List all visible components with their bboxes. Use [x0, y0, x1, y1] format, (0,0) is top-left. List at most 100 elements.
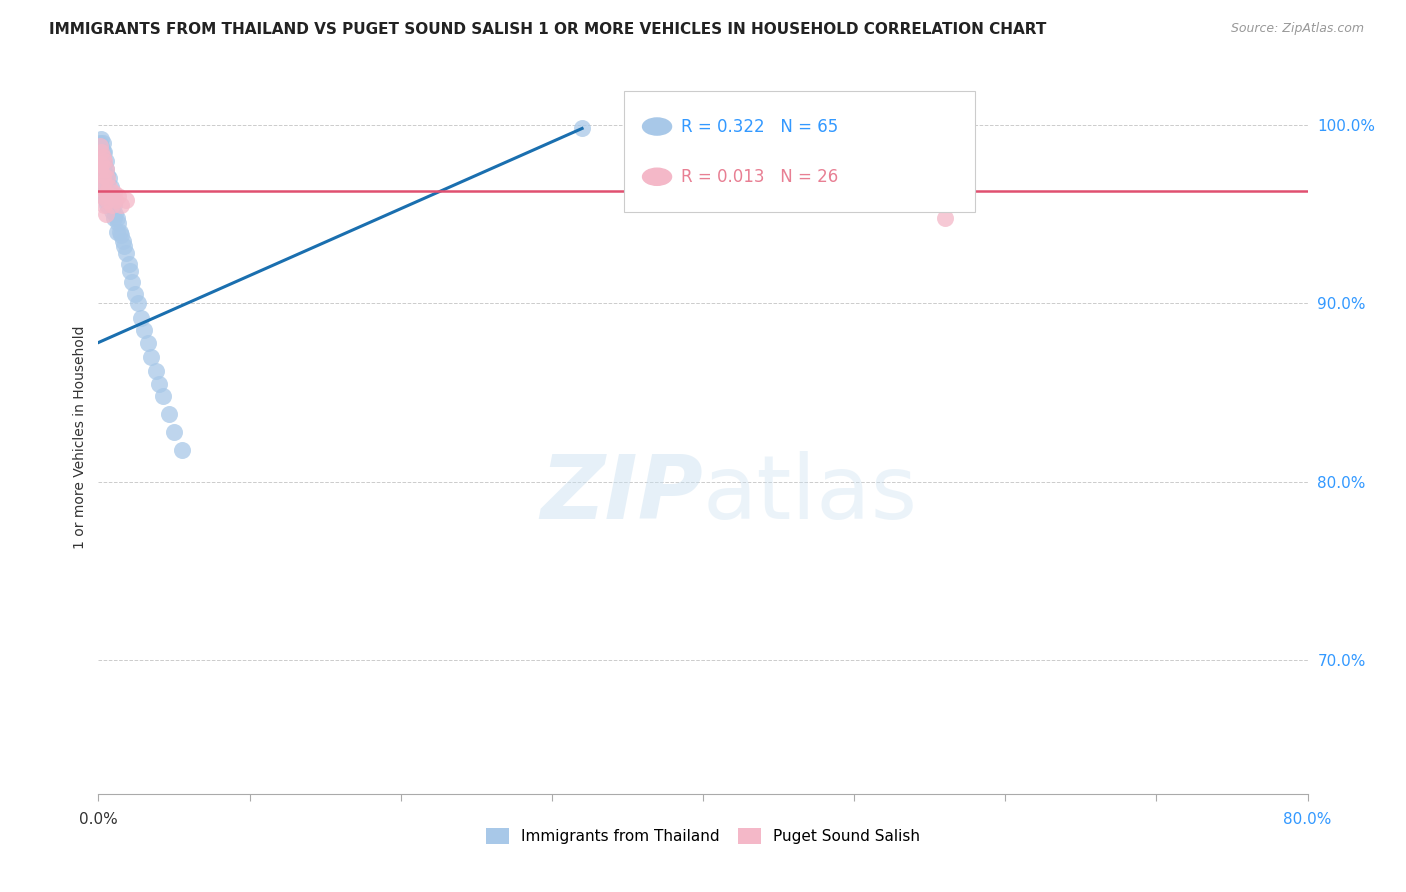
Point [105, 225, 128, 239]
Legend: Immigrants from Thailand, Puget Sound Salish: Immigrants from Thailand, Puget Sound Sa… [479, 822, 927, 850]
Point [90, 132, 112, 146]
Text: 80.0%: 80.0% [1284, 813, 1331, 828]
Point [94, 171, 117, 186]
Point [93, 175, 115, 189]
Text: R = 0.013   N = 26: R = 0.013 N = 26 [682, 168, 838, 186]
Point [121, 275, 143, 289]
Point [114, 193, 136, 207]
Point [100, 180, 122, 194]
Point [101, 198, 124, 212]
Point [103, 198, 125, 212]
Point [90, 168, 112, 182]
Point [96, 198, 118, 212]
Point [94, 207, 117, 221]
Point [107, 216, 129, 230]
Point [94, 193, 117, 207]
Point [91, 150, 114, 164]
Point [90, 145, 112, 159]
Point [934, 211, 956, 225]
Point [101, 189, 124, 203]
Text: R = 0.322   N = 65: R = 0.322 N = 65 [682, 118, 838, 136]
Point [96, 186, 118, 200]
Point [89, 157, 111, 171]
Point [93, 157, 115, 171]
Point [107, 189, 129, 203]
Circle shape [643, 118, 672, 135]
Point [98, 186, 121, 200]
Point [90, 162, 112, 177]
Point [93, 175, 115, 189]
Point [152, 389, 174, 403]
Text: Source: ZipAtlas.com: Source: ZipAtlas.com [1230, 22, 1364, 36]
FancyBboxPatch shape [624, 91, 976, 212]
Point [110, 198, 132, 212]
Point [108, 225, 131, 239]
Point [91, 168, 114, 182]
Point [90, 180, 112, 194]
Point [96, 193, 118, 207]
Point [127, 296, 149, 310]
Point [93, 186, 115, 200]
Point [571, 121, 593, 136]
Circle shape [643, 169, 672, 186]
Point [98, 180, 121, 194]
Point [89, 145, 111, 159]
Point [112, 239, 135, 253]
Point [89, 148, 111, 162]
Text: atlas: atlas [703, 450, 918, 538]
Point [100, 193, 122, 207]
Point [132, 323, 155, 337]
Point [103, 211, 125, 225]
Point [93, 153, 115, 168]
Point [94, 186, 117, 200]
Point [170, 442, 193, 457]
Point [104, 207, 127, 221]
Point [105, 211, 128, 225]
Point [104, 193, 127, 207]
Point [145, 364, 167, 378]
Point [136, 335, 159, 350]
Point [110, 228, 132, 243]
Point [96, 171, 118, 186]
Point [101, 203, 124, 218]
Point [94, 162, 117, 177]
Point [91, 145, 114, 159]
Point [163, 425, 186, 439]
Point [93, 145, 115, 159]
Point [111, 234, 134, 248]
Point [98, 198, 121, 212]
Point [90, 153, 112, 168]
Point [94, 180, 117, 194]
Point [91, 175, 114, 189]
Point [90, 139, 112, 153]
Point [91, 162, 114, 177]
Point [159, 407, 181, 421]
Y-axis label: 1 or more Vehicles in Household: 1 or more Vehicles in Household [73, 326, 87, 549]
Point [124, 287, 146, 301]
Point [90, 145, 112, 159]
Point [96, 168, 118, 182]
Point [91, 157, 114, 171]
Text: ZIP: ZIP [540, 450, 703, 538]
Point [129, 310, 152, 325]
Point [91, 189, 114, 203]
Point [91, 136, 114, 150]
Point [114, 246, 136, 260]
Point [100, 189, 122, 203]
Point [93, 198, 115, 212]
Point [94, 153, 117, 168]
Point [91, 153, 114, 168]
Point [93, 168, 115, 182]
Point [89, 139, 111, 153]
Point [94, 162, 117, 177]
Point [89, 136, 111, 150]
Point [90, 157, 112, 171]
Point [737, 186, 759, 200]
Point [120, 264, 142, 278]
Point [103, 186, 125, 200]
Point [118, 257, 141, 271]
Text: IMMIGRANTS FROM THAILAND VS PUGET SOUND SALISH 1 OR MORE VEHICLES IN HOUSEHOLD C: IMMIGRANTS FROM THAILAND VS PUGET SOUND … [49, 22, 1046, 37]
Point [148, 376, 170, 391]
Point [91, 168, 114, 182]
Point [98, 171, 121, 186]
